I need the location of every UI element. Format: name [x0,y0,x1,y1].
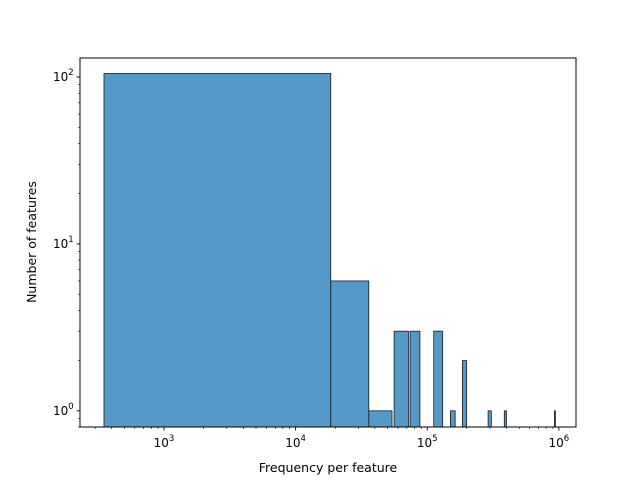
x-axis-label: Frequency per feature [259,460,398,475]
histogram-bar-6 [450,410,456,428]
bars-layer [103,73,556,428]
x-tick-label: 103 [154,434,175,450]
histogram-bar-0 [103,73,332,428]
histogram-bar-3 [393,330,409,428]
y-axis-ticks: 100 101 102 [53,68,80,428]
histogram-bar-1 [330,280,370,428]
x-tick-label: 106 [548,434,569,450]
x-tick-label: 104 [285,434,306,450]
histogram-bar-8 [487,410,492,428]
y-tick-label: 100 [53,402,74,418]
histogram-bar-2 [368,410,393,428]
x-axis-ticks: 103 104 105 106 [94,427,569,450]
y-axis-label: Number of features [24,181,39,303]
histogram-bar-4 [409,330,421,428]
histogram-bar-10 [553,410,556,428]
histogram-bar-7 [461,360,467,428]
x-tick-label: 105 [417,434,438,450]
histogram-bar-5 [433,330,444,428]
histogram-bar-9 [503,410,507,428]
y-tick-label: 101 [53,235,74,251]
plot-frame [79,57,577,428]
y-tick-label: 102 [53,68,74,84]
